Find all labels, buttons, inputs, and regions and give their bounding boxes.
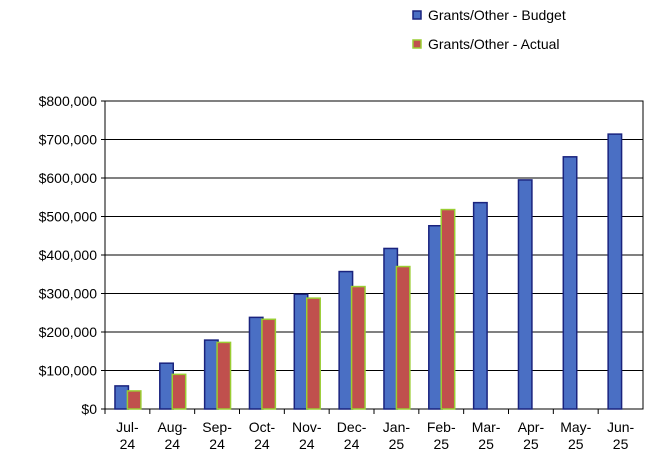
x-tick-label: Apr-25 [518,419,545,452]
legend-label: Grants/Other - Actual [428,36,560,52]
y-tick-label: $800,000 [39,93,98,109]
bar [159,362,175,410]
bar [216,341,232,410]
bar [171,373,187,410]
legend-swatch [412,39,422,49]
bar [126,390,142,410]
x-tick-label: Oct-24 [249,419,276,452]
x-tick-label: Jan-25 [383,419,411,452]
bar [114,385,130,410]
y-tick-label: $700,000 [39,132,98,148]
x-tick-label: Sep-24 [202,419,232,452]
x-tick-label: Jul-24 [116,419,139,452]
bar [472,201,488,410]
bar [306,297,321,410]
bar [338,270,354,410]
bar [395,265,411,410]
bar [293,293,309,410]
x-tick-label: Feb-25 [427,419,456,452]
y-tick-label: $600,000 [39,170,98,186]
y-tick-label: $100,000 [39,363,98,379]
legend-swatch [412,10,422,20]
bar [203,339,219,410]
x-tick-label: Jun-25 [607,419,635,452]
y-tick-label: $400,000 [39,247,98,263]
y-tick-label: $0 [81,401,97,417]
bar [261,318,277,410]
y-tick-label: $200,000 [39,324,98,340]
x-tick-label: Dec-24 [337,419,367,452]
x-tick-label: Aug-24 [157,419,187,452]
bar [248,316,264,410]
bar [350,285,366,410]
y-tick-label: $500,000 [39,209,98,225]
y-tick-label: $300,000 [39,286,98,302]
x-tick-label: May-25 [560,419,591,452]
bar [562,156,578,410]
bar [517,179,533,410]
legend-label: Grants/Other - Budget [428,7,566,23]
bar [428,224,443,410]
bar [607,133,623,410]
x-tick-label: Nov-24 [292,419,322,452]
bar [440,208,456,410]
x-tick-label: Mar-25 [472,419,501,452]
bar [383,247,399,410]
